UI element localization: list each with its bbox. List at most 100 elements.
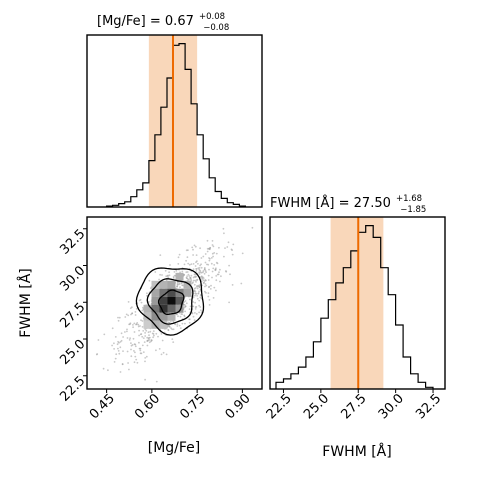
scatter-point [127, 362, 129, 364]
scatter-point [223, 255, 225, 258]
scatter-point [218, 271, 220, 274]
scatter-point [132, 324, 134, 326]
scatter-point [155, 380, 158, 383]
scatter-point [146, 339, 149, 342]
density-cell [183, 288, 192, 297]
scatter-point [154, 271, 157, 273]
scatter-point [103, 333, 106, 336]
scatter-point [229, 273, 231, 276]
scatter-point [222, 227, 225, 230]
scatter-point [139, 349, 142, 352]
scatter-point [144, 332, 147, 334]
scatter-point [122, 350, 124, 352]
scatter-point [138, 347, 141, 350]
scatter-point [192, 301, 195, 303]
scatter-point [141, 309, 144, 312]
scatter-point [220, 275, 222, 278]
scatter-point [136, 361, 139, 364]
scatter-point [167, 329, 170, 332]
scatter-point [187, 262, 190, 265]
scatter-point [196, 287, 199, 290]
scatter-point [147, 337, 150, 340]
scatter-point [168, 274, 171, 277]
scatter-point [146, 292, 148, 295]
scatter-point [192, 254, 195, 256]
scatter-point [183, 314, 186, 317]
x-label-fwhm: FWHM [Å] [322, 443, 391, 460]
scatter-point [232, 243, 235, 246]
scatter-point [187, 273, 190, 276]
scatter-point [120, 339, 123, 342]
scatter-point [228, 301, 231, 304]
scatter-point [181, 270, 184, 273]
scatter-point [176, 323, 179, 325]
scatter-point [126, 328, 128, 331]
density-cell [175, 304, 184, 313]
mgfe-hist-frame [86, 34, 263, 208]
scatter-point [194, 265, 197, 267]
scatter-point [198, 299, 201, 302]
scatter-point [188, 275, 191, 277]
scatter-point [212, 267, 215, 270]
density-cell [159, 304, 168, 313]
scatter-point [179, 327, 182, 329]
scatter-point [144, 357, 147, 359]
scatter-point [149, 287, 152, 290]
scatter-point [200, 263, 203, 266]
scatter-point [140, 333, 143, 335]
scatter-point [196, 294, 199, 297]
scatter-point [209, 288, 212, 290]
scatter-point [206, 250, 209, 253]
scatter-point [198, 311, 201, 314]
scatter-point [183, 263, 186, 266]
scatter-point [158, 348, 161, 350]
mgfe-x-tick-label: 0.75 [177, 391, 208, 422]
scatter-point [172, 277, 175, 279]
scatter-point [152, 333, 155, 335]
scatter-point [195, 281, 197, 283]
fwhm-y-tick-label: 27.5 [57, 300, 88, 331]
scatter-point [210, 284, 212, 287]
scatter-point [132, 326, 135, 329]
scatter-point [179, 286, 181, 289]
scatter-point [153, 334, 155, 337]
density-cell [183, 280, 192, 289]
scatter-point [187, 249, 189, 252]
scatter-point [216, 262, 219, 265]
scatter-point [165, 279, 168, 281]
scatter-point [142, 306, 144, 309]
scatter-point [184, 305, 187, 308]
scatter-point [190, 263, 193, 265]
scatter-point [133, 343, 136, 346]
scatter-point [180, 313, 183, 315]
scatter-point [211, 270, 214, 273]
scatter-point [161, 339, 164, 342]
fwhm-y-tick-label: 30.0 [57, 263, 88, 294]
scatter-point [117, 319, 120, 322]
density-cell [143, 320, 152, 329]
scatter-point [164, 269, 167, 272]
scatter-point [215, 267, 217, 270]
scatter-point [134, 355, 137, 358]
scatter-point [147, 331, 150, 334]
scatter-point [150, 339, 153, 341]
scatter-point [181, 284, 184, 287]
scatter-point [140, 301, 143, 304]
scatter-point [219, 280, 221, 283]
scatter-point [198, 273, 201, 275]
scatter-point [134, 351, 136, 354]
scatter-point [179, 315, 182, 318]
scatter-point [111, 344, 113, 347]
panel-mgfe-hist: [Mg/Fe] = 0.67 +0.08 −0.08 [86, 12, 263, 208]
joint-frame [86, 216, 263, 390]
fwhm-band [330, 217, 384, 389]
scatter-point [194, 294, 196, 297]
scatter-point [146, 294, 148, 297]
scatter-point [197, 262, 199, 265]
density-cell [151, 280, 160, 289]
scatter-point [126, 337, 129, 339]
scatter-point [217, 273, 220, 276]
scatter-point [200, 266, 203, 269]
scatter-point [200, 309, 202, 312]
scatter-point [159, 273, 162, 276]
